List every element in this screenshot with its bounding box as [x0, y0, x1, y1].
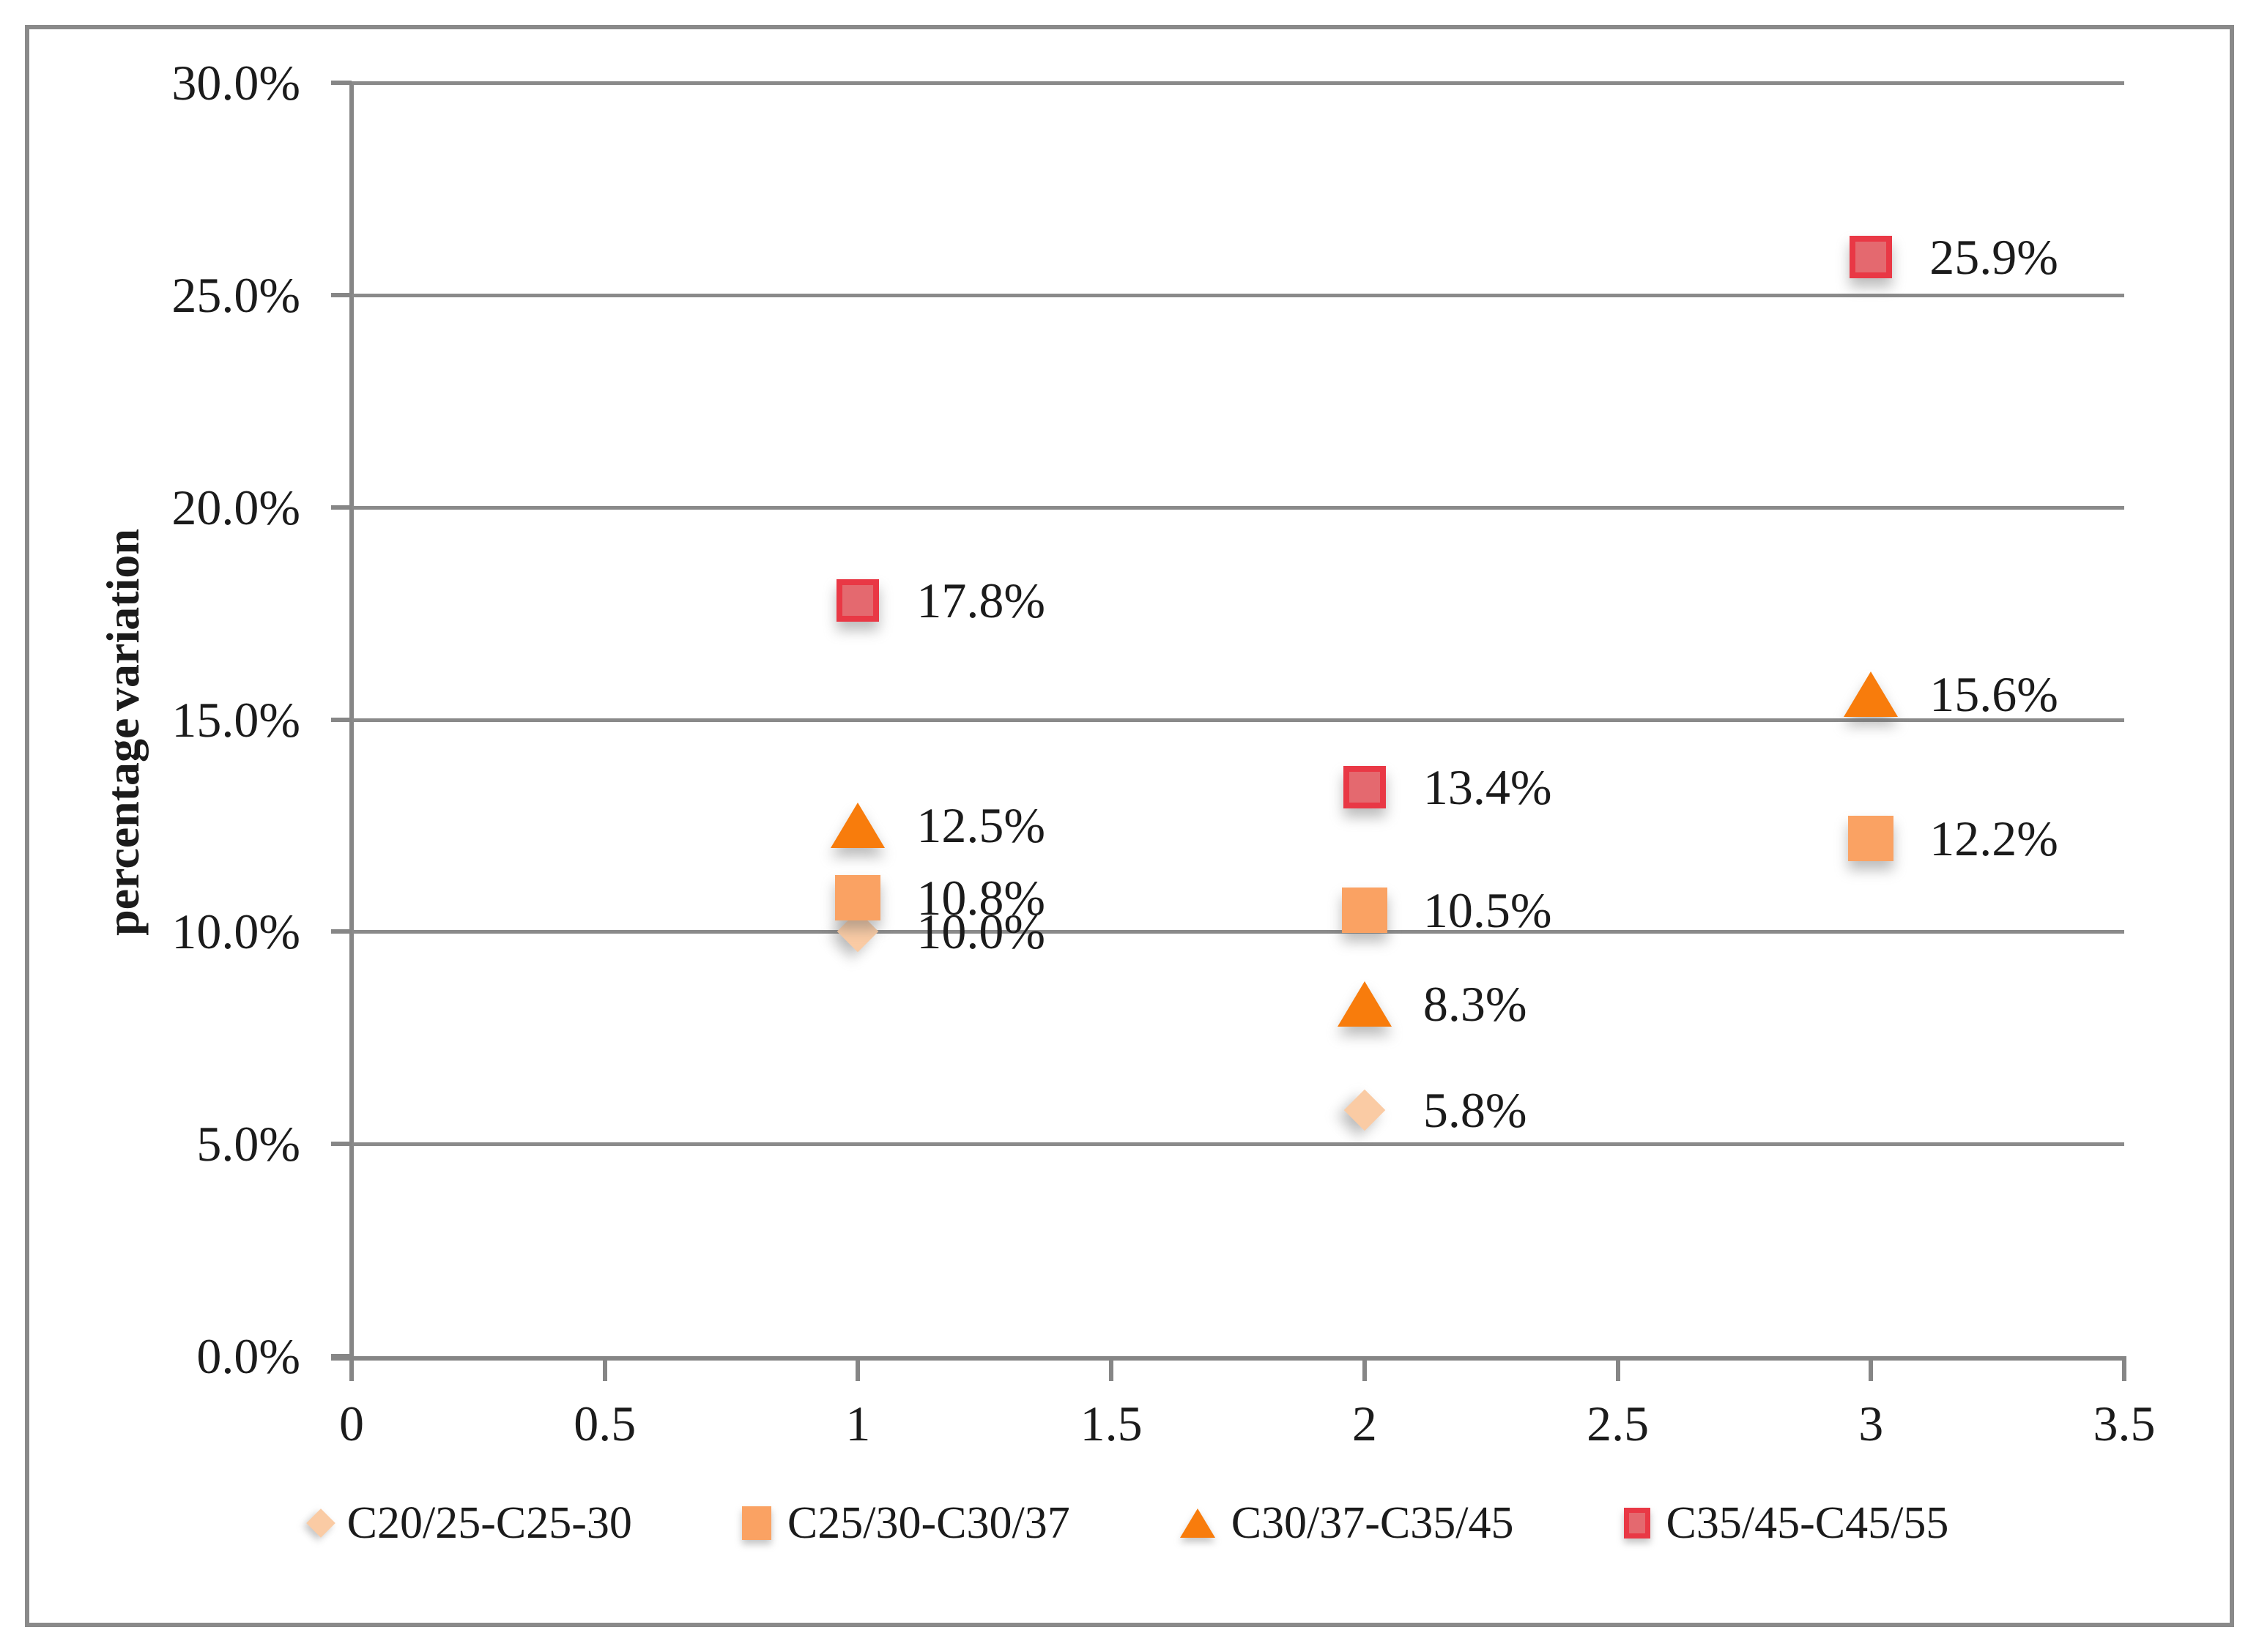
y-tick-label: 10.0% — [171, 904, 300, 960]
y-tick-label: 30.0% — [171, 55, 300, 111]
y-tick — [331, 505, 352, 510]
data-label: 17.8% — [916, 573, 1046, 629]
data-label: 15.6% — [1929, 666, 2058, 722]
y-gridline — [352, 1142, 2124, 1147]
scatter-marker-triangle — [1337, 981, 1392, 1027]
y-tick-label: 25.0% — [171, 267, 300, 323]
legend-item: C25/30-C30/37 — [741, 1498, 1070, 1548]
x-tick-label: 0 — [339, 1396, 364, 1451]
legend-item: C35/45-C45/55 — [1623, 1498, 1949, 1548]
y-tick — [331, 1142, 352, 1147]
y-gridline — [352, 81, 2124, 85]
x-tick-label: 1.5 — [1080, 1396, 1143, 1451]
scatter-marker-triangle — [1844, 671, 1899, 717]
x-axis-line — [331, 1356, 2124, 1361]
legend-marker-diamond — [305, 1508, 335, 1538]
data-label: 10.0% — [916, 904, 1046, 960]
x-tick — [349, 1356, 354, 1381]
scatter-marker-square — [1848, 815, 1894, 861]
y-gridline — [352, 718, 2124, 722]
y-gridline — [352, 293, 2124, 297]
data-label: 10.8% — [916, 869, 1046, 926]
x-tick — [1615, 1356, 1620, 1381]
y-gridline — [352, 505, 2124, 510]
x-tick — [1109, 1356, 1114, 1381]
x-tick-label: 2.5 — [1587, 1396, 1650, 1451]
data-label: 5.8% — [1422, 1082, 1527, 1138]
y-tick — [331, 292, 352, 297]
x-tick — [1362, 1356, 1367, 1381]
scatter-marker-square — [835, 874, 881, 920]
x-tick — [856, 1356, 861, 1381]
scatter-marker-diamond — [1343, 1089, 1386, 1131]
x-tick — [602, 1356, 607, 1381]
legend-marker-square — [741, 1506, 771, 1540]
scatter-marker-square — [1341, 888, 1387, 934]
legend-item: C20/25-C25-30 — [305, 1498, 632, 1548]
x-tick-label: 2 — [1351, 1396, 1377, 1451]
legend-label: C25/30-C30/37 — [787, 1498, 1070, 1548]
scatter-marker-triangle — [831, 803, 886, 849]
legend: C20/25-C25-30 C25/30-C30/37 C30/37-C35/45 C… — [0, 1487, 2259, 1560]
y-tick — [331, 717, 352, 722]
data-label: 10.5% — [1422, 882, 1552, 939]
scatter-marker-red-square — [1343, 766, 1386, 809]
x-tick-label: 1 — [845, 1396, 871, 1451]
data-label: 13.4% — [1422, 759, 1552, 816]
data-label: 25.9% — [1929, 228, 2058, 285]
y-axis-title: percentage variation — [97, 529, 149, 936]
y-tick — [331, 81, 352, 85]
y-axis-line — [349, 83, 354, 1381]
legend-marker-triangle — [1179, 1508, 1215, 1538]
legend-item: C30/37-C35/45 — [1179, 1498, 1514, 1548]
x-tick-label: 3 — [1858, 1396, 1884, 1451]
y-tick-label: 5.0% — [196, 1116, 300, 1172]
y-tick — [331, 929, 352, 934]
data-label: 12.2% — [1929, 810, 2058, 866]
y-tick-label: 20.0% — [171, 479, 300, 535]
legend-label: C35/45-C45/55 — [1666, 1498, 1949, 1548]
y-tick-label: 0.0% — [196, 1328, 300, 1384]
y-tick-label: 15.0% — [171, 691, 300, 748]
legend-label: C30/37-C35/45 — [1231, 1498, 1514, 1548]
scatter-marker-red-square — [837, 579, 880, 622]
scatter-marker-red-square — [1850, 235, 1893, 278]
x-tick-label: 3.5 — [2093, 1396, 2156, 1451]
legend-marker-red-square — [1623, 1508, 1650, 1538]
x-tick — [2122, 1356, 2126, 1381]
legend-label: C20/25-C25-30 — [346, 1498, 632, 1548]
x-tick — [1869, 1356, 1874, 1381]
figure-border — [25, 25, 2234, 1627]
x-tick-label: 0.5 — [574, 1396, 637, 1451]
data-label: 12.5% — [916, 797, 1046, 854]
y-tick — [331, 1354, 352, 1358]
y-gridline — [352, 930, 2124, 934]
data-label: 8.3% — [1422, 975, 1527, 1032]
